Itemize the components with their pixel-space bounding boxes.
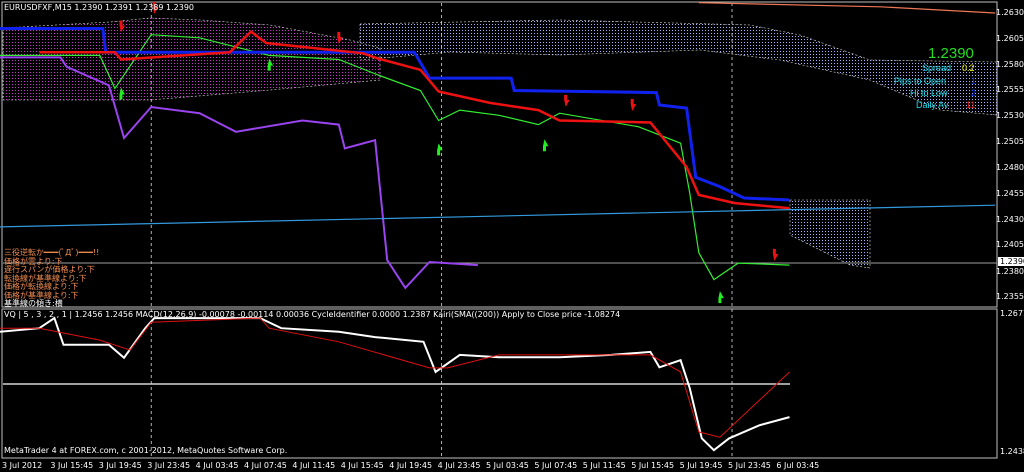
time-tick-label: 5 Jul 15:45 <box>631 461 675 470</box>
price-tick-label: 1.2555 <box>996 85 1024 95</box>
signal-line: 価格が雲より:下 <box>4 256 63 266</box>
price-tick-label: 1.2430 <box>996 214 1024 224</box>
current-price: 1.2390 <box>928 45 974 62</box>
time-tick-label: 4 Jul 11:45 <box>292 461 336 470</box>
time-tick-label: 4 Jul 15:45 <box>340 461 384 470</box>
daily-av-label: Daily Av <box>916 100 949 110</box>
lower-panel-frame <box>1 308 998 459</box>
lower-indicator-header: VQ | 5 , 3 , 2 , 1 | 1.2456 1.2456 MACD(… <box>4 310 621 319</box>
time-tick-label: 4 Jul 19:45 <box>389 461 433 470</box>
signal-line: 価格が転換線より:下 <box>4 282 79 291</box>
time-tick-label: 5 Jul 11:45 <box>582 461 626 470</box>
buy-arrow-icon <box>715 291 724 304</box>
price-tick-label: 1.2405 <box>996 240 1024 250</box>
buy-arrow-icon <box>434 143 443 156</box>
price-tick-label: 1.2505 <box>996 137 1024 147</box>
series-line-red <box>39 29 790 210</box>
sell-arrow-icon <box>150 1 159 14</box>
ichimoku-cloud-bull <box>359 19 998 116</box>
time-tick-label: 5 Jul 23:45 <box>728 461 771 470</box>
hi-to-low-value: 2 <box>971 88 977 98</box>
pips-to-open-label: Pips to Open <box>894 76 947 86</box>
time-tick-label: 3 Jul 23:45 <box>147 461 191 470</box>
hi-to-low-label: Hi to Low <box>910 88 948 98</box>
time-tick-label: 4 Jul 03:45 <box>195 461 239 470</box>
sell-arrow-icon <box>116 20 125 33</box>
time-tick-label: 3 Jul 2012 <box>2 461 43 470</box>
current-price-label: 1.2390 <box>998 257 1024 266</box>
series-line-trend <box>0 204 996 228</box>
price-tick-label: 1.2355 <box>996 292 1024 302</box>
time-tick-label: 4 Jul 07:45 <box>244 461 287 470</box>
time-tick-label: 3 Jul 15:45 <box>50 461 94 470</box>
copyright-footer: MetaTrader 4 at FOREX.com, c 2001-2012, … <box>4 446 288 455</box>
signal-line: 遅行スパンが価格より:下 <box>4 265 95 274</box>
signal-line: 転換線が基準線より:下 <box>4 273 87 283</box>
spread-value: 0.2 <box>962 63 975 73</box>
buy-arrow-icon <box>116 87 125 100</box>
price-tick-label: 1.2580 <box>996 59 1024 69</box>
ichimoku-cloud-lower <box>789 199 871 269</box>
series-line-price <box>0 34 790 281</box>
price-tick-label: 1.2530 <box>996 111 1024 121</box>
signal-line: 価格が基準線より:下 <box>4 290 79 300</box>
price-tick-label: 1.2380 <box>996 267 1024 276</box>
daily-av-value: 11 <box>966 100 976 110</box>
spread-label: Spread <box>922 63 952 73</box>
time-tick-label: 5 Jul 03:45 <box>486 461 529 470</box>
series-line-purple <box>0 56 478 290</box>
time-tick-label: 4 Jul 23:45 <box>437 461 481 470</box>
time-tick-label: 5 Jul 07:45 <box>534 461 578 470</box>
signal-line: 三役逆転か━━━(ﾟДﾟ)━━━!! <box>4 248 100 257</box>
price-tick-label: 1.2605 <box>996 33 1024 43</box>
sell-arrow-icon <box>628 99 637 112</box>
main-panel-frame <box>1 1 998 308</box>
lower-price-tick-label: 1.2438 <box>1000 447 1024 456</box>
series-line-orange <box>698 2 996 14</box>
buy-arrow-icon <box>540 139 549 152</box>
series-line-vq <box>0 316 790 452</box>
pips-to-open-value: 1 <box>971 76 977 86</box>
time-tick-label: 6 Jul 03:45 <box>776 461 820 470</box>
buy-arrow-icon <box>265 58 274 71</box>
sell-arrow-icon <box>561 94 570 107</box>
price-tick-label: 1.2455 <box>996 188 1024 198</box>
symbol-header: EURUSDFXF,M15 1.2390 1.2391 1.2389 1.239… <box>4 3 195 12</box>
price-tick-label: 1.2480 <box>996 162 1024 172</box>
time-tick-label: 5 Jul 19:45 <box>679 461 723 470</box>
sell-arrow-icon <box>770 248 779 261</box>
signal-line: 基準線の傾き:横 <box>4 299 63 308</box>
price-tick-label: 1.2630 <box>996 8 1024 17</box>
series-line-signal <box>0 317 790 438</box>
sell-arrow-icon <box>334 31 343 44</box>
time-tick-label: 3 Jul 19:45 <box>98 461 142 470</box>
series-line-blue <box>0 27 790 202</box>
